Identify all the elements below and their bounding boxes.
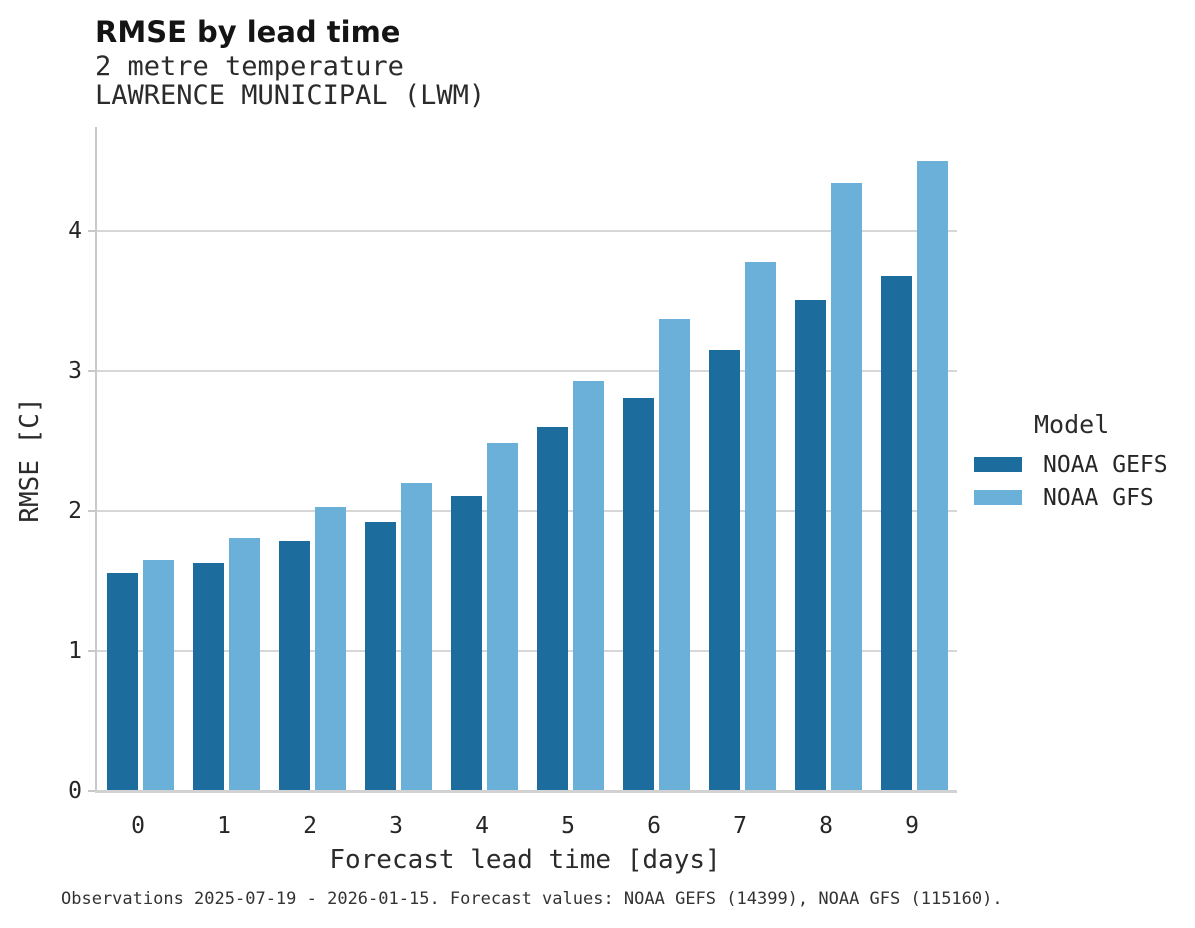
y-axis-title: RMSE [C] xyxy=(15,397,45,523)
y-tick-label-0: 0 xyxy=(68,778,82,804)
bar-noaa-gfs-lead-9 xyxy=(916,161,948,790)
bar-noaa-gefs-lead-3 xyxy=(364,522,396,790)
bar-group-lead-0 xyxy=(97,126,183,790)
bar-group-lead-2 xyxy=(269,126,355,790)
plot-area xyxy=(88,126,957,793)
x-tick-label-9: 9 xyxy=(905,813,919,839)
y-tick-mark-3 xyxy=(88,369,95,372)
bar-group-lead-1 xyxy=(183,126,269,790)
bar-group-lead-3 xyxy=(355,126,441,790)
y-tick-label-4: 4 xyxy=(68,217,82,244)
legend-label: NOAA GFS xyxy=(1043,484,1154,511)
y-tick-mark-0 xyxy=(88,790,95,792)
bar-noaa-gefs-lead-0 xyxy=(106,572,138,790)
bar-noaa-gfs-lead-3 xyxy=(400,483,432,790)
bar-noaa-gefs-lead-4 xyxy=(450,495,482,790)
bar-noaa-gfs-lead-6 xyxy=(658,319,690,790)
bar-noaa-gfs-lead-1 xyxy=(228,537,260,790)
bar-noaa-gfs-lead-7 xyxy=(744,261,776,790)
bar-noaa-gfs-lead-5 xyxy=(572,380,604,790)
x-axis-title: Forecast lead time [days] xyxy=(329,845,721,875)
legend-items: NOAA GEFS NOAA GFS xyxy=(974,448,1168,514)
bar-group-lead-7 xyxy=(699,126,785,790)
legend-title: Model xyxy=(1034,410,1110,439)
legend: Model NOAA GEFS NOAA GFS xyxy=(974,410,1168,514)
bar-noaa-gfs-lead-2 xyxy=(314,507,346,790)
bar-noaa-gfs-lead-8 xyxy=(830,183,862,790)
x-tick-label-2: 2 xyxy=(303,813,317,839)
x-tick-label-5: 5 xyxy=(561,813,575,839)
chart-subtitle-station: LAWRENCE MUNICIPAL (LWM) xyxy=(95,80,486,111)
bar-noaa-gefs-lead-8 xyxy=(794,299,826,790)
bar-noaa-gfs-lead-0 xyxy=(142,560,174,790)
bar-noaa-gfs-lead-4 xyxy=(486,442,518,790)
x-tick-label-1: 1 xyxy=(217,813,231,839)
y-tick-mark-1 xyxy=(88,649,95,652)
bar-group-lead-9 xyxy=(871,126,957,790)
legend-swatch-icon xyxy=(974,490,1022,505)
bar-group-lead-8 xyxy=(785,126,871,790)
bar-group-lead-5 xyxy=(527,126,613,790)
bar-noaa-gefs-lead-2 xyxy=(278,540,310,790)
legend-swatch-icon xyxy=(974,457,1022,472)
bar-group-lead-6 xyxy=(613,126,699,790)
x-tick-label-6: 6 xyxy=(647,813,661,839)
x-tick-label-0: 0 xyxy=(131,813,145,839)
y-tick-mark-2 xyxy=(88,509,95,512)
y-tick-label-1: 1 xyxy=(68,637,82,664)
y-tick-label-2: 2 xyxy=(68,497,82,524)
chart-subtitle-variable: 2 metre temperature xyxy=(95,51,404,82)
gridline-y-2 xyxy=(97,509,957,512)
x-tick-label-8: 8 xyxy=(819,813,833,839)
y-tick-mark-4 xyxy=(88,229,95,232)
x-tick-label-4: 4 xyxy=(475,813,489,839)
bar-noaa-gefs-lead-1 xyxy=(192,563,224,790)
gridline-y-3 xyxy=(97,369,957,372)
x-axis-line xyxy=(95,790,957,793)
gridline-y-1 xyxy=(97,649,957,652)
legend-row-noaa-gfs: NOAA GFS xyxy=(974,481,1168,514)
legend-row-noaa-gefs: NOAA GEFS xyxy=(974,448,1168,481)
bar-noaa-gefs-lead-9 xyxy=(880,275,912,790)
caption-note: Observations 2025-07-19 - 2026-01-15. Fo… xyxy=(61,889,1003,909)
bar-noaa-gefs-lead-5 xyxy=(536,427,568,790)
bar-noaa-gefs-lead-6 xyxy=(622,397,654,790)
legend-label: NOAA GEFS xyxy=(1043,451,1168,478)
x-tick-label-7: 7 xyxy=(733,813,747,839)
x-tick-label-3: 3 xyxy=(389,813,403,839)
bar-group-lead-4 xyxy=(441,126,527,790)
y-tick-label-3: 3 xyxy=(68,357,82,384)
bar-noaa-gefs-lead-7 xyxy=(708,350,740,790)
gridline-y-4 xyxy=(97,229,957,232)
chart-title: RMSE by lead time xyxy=(95,15,401,49)
